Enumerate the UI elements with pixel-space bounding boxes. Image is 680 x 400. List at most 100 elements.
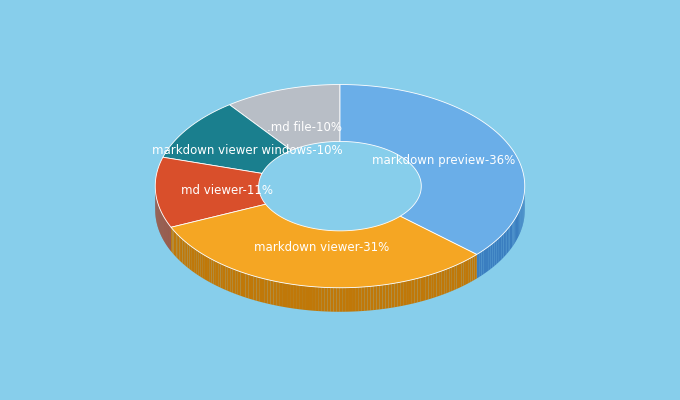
Polygon shape	[302, 226, 303, 250]
Polygon shape	[329, 230, 330, 254]
Polygon shape	[238, 271, 241, 296]
Polygon shape	[286, 220, 288, 244]
Polygon shape	[178, 235, 180, 260]
Polygon shape	[320, 230, 321, 254]
Polygon shape	[326, 230, 328, 254]
Text: markdown viewer-31%: markdown viewer-31%	[254, 241, 390, 254]
Polygon shape	[268, 280, 271, 304]
Polygon shape	[375, 226, 377, 250]
Polygon shape	[332, 231, 333, 255]
Polygon shape	[365, 228, 367, 253]
Polygon shape	[512, 221, 513, 247]
Polygon shape	[516, 215, 517, 241]
Polygon shape	[299, 224, 300, 249]
Polygon shape	[464, 260, 466, 286]
Polygon shape	[354, 230, 355, 254]
Polygon shape	[279, 216, 281, 241]
Polygon shape	[379, 225, 380, 250]
Polygon shape	[401, 215, 403, 240]
Polygon shape	[340, 288, 343, 312]
Polygon shape	[321, 287, 324, 312]
Polygon shape	[396, 218, 397, 242]
Polygon shape	[498, 237, 500, 263]
Polygon shape	[307, 227, 308, 251]
Polygon shape	[341, 231, 343, 255]
Polygon shape	[386, 284, 388, 309]
Polygon shape	[309, 228, 311, 252]
Polygon shape	[418, 278, 420, 302]
Polygon shape	[322, 230, 324, 254]
Polygon shape	[262, 278, 265, 303]
Polygon shape	[300, 285, 303, 310]
Text: markdown viewer windows-10%: markdown viewer windows-10%	[152, 144, 343, 157]
Polygon shape	[519, 210, 520, 236]
Polygon shape	[327, 288, 330, 312]
Polygon shape	[315, 287, 318, 311]
Polygon shape	[235, 270, 238, 295]
Polygon shape	[412, 279, 415, 304]
Polygon shape	[155, 157, 266, 227]
Polygon shape	[336, 231, 337, 255]
Polygon shape	[285, 283, 288, 308]
Polygon shape	[201, 253, 203, 278]
Polygon shape	[468, 258, 471, 283]
Polygon shape	[475, 254, 477, 280]
Polygon shape	[337, 231, 339, 255]
Polygon shape	[220, 264, 223, 289]
Polygon shape	[278, 215, 279, 240]
Text: markdown preview-36%: markdown preview-36%	[372, 154, 515, 168]
Polygon shape	[313, 228, 315, 253]
Polygon shape	[303, 226, 305, 250]
Polygon shape	[518, 212, 519, 238]
Polygon shape	[362, 229, 364, 253]
Polygon shape	[423, 276, 426, 301]
Polygon shape	[420, 277, 423, 302]
Polygon shape	[437, 272, 439, 297]
Polygon shape	[182, 239, 184, 265]
Polygon shape	[256, 277, 259, 302]
Polygon shape	[297, 224, 299, 248]
Polygon shape	[282, 283, 285, 307]
Polygon shape	[199, 252, 201, 277]
Polygon shape	[387, 222, 388, 247]
Polygon shape	[394, 219, 395, 243]
Polygon shape	[347, 231, 348, 255]
Polygon shape	[333, 288, 337, 312]
Polygon shape	[171, 204, 477, 288]
Polygon shape	[348, 230, 350, 255]
Polygon shape	[305, 226, 306, 251]
Polygon shape	[272, 211, 273, 236]
Polygon shape	[248, 274, 251, 299]
Polygon shape	[434, 273, 437, 298]
Polygon shape	[233, 269, 235, 294]
Polygon shape	[271, 210, 272, 235]
Polygon shape	[321, 230, 322, 254]
Polygon shape	[273, 212, 274, 236]
Polygon shape	[398, 217, 399, 241]
Polygon shape	[333, 231, 335, 255]
Polygon shape	[380, 225, 381, 249]
Polygon shape	[503, 232, 505, 258]
Polygon shape	[447, 268, 449, 293]
Polygon shape	[507, 228, 508, 254]
Polygon shape	[241, 272, 243, 297]
Polygon shape	[520, 208, 521, 234]
Polygon shape	[335, 231, 336, 255]
Polygon shape	[483, 248, 486, 274]
Polygon shape	[294, 284, 297, 309]
Polygon shape	[345, 231, 347, 255]
Polygon shape	[517, 214, 518, 239]
Polygon shape	[282, 218, 284, 242]
Polygon shape	[181, 238, 182, 263]
Polygon shape	[312, 286, 315, 311]
Polygon shape	[388, 284, 392, 308]
Polygon shape	[189, 245, 191, 270]
Polygon shape	[449, 267, 452, 292]
Polygon shape	[486, 247, 488, 272]
Polygon shape	[379, 285, 383, 310]
Polygon shape	[415, 278, 418, 303]
Polygon shape	[496, 239, 498, 264]
Polygon shape	[404, 213, 405, 238]
Polygon shape	[377, 286, 379, 310]
Polygon shape	[383, 285, 386, 309]
